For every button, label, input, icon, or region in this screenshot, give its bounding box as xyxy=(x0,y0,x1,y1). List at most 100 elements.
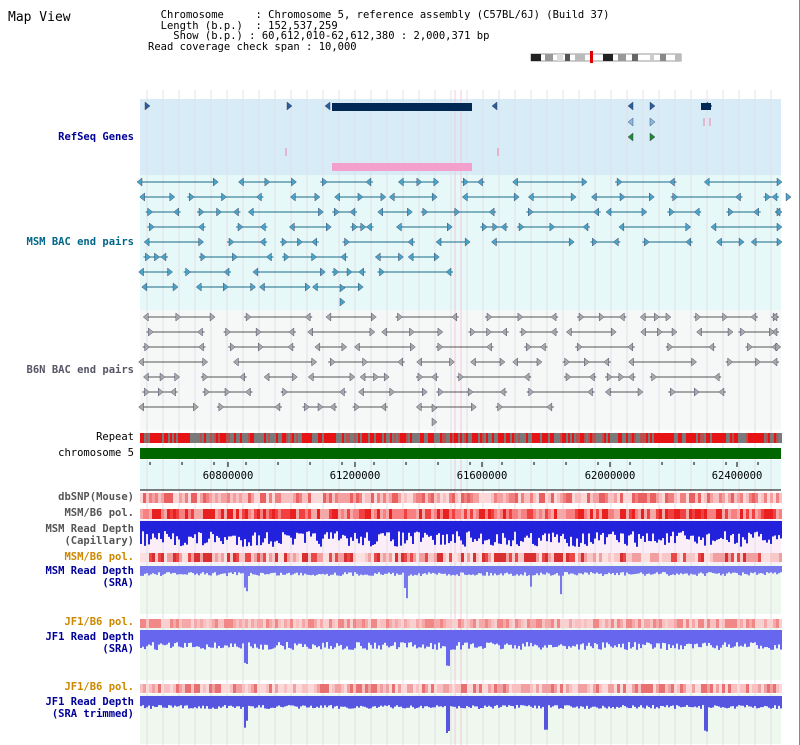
msm-bac-label[interactable]: MSM BAC end pairs xyxy=(26,236,134,248)
jf1-pol2-cell xyxy=(446,684,449,693)
msm-pol2-cell xyxy=(410,553,413,562)
msm-cap-depth-bar xyxy=(564,521,566,540)
jf1-trimmed-depth-bar xyxy=(232,696,234,707)
msm-cap-depth-bar xyxy=(160,521,162,539)
jf1-trimmed-depth-bar xyxy=(426,696,428,707)
jf1-trimmed-depth-bar xyxy=(500,696,502,707)
jf1-depth-bar xyxy=(614,630,616,646)
msm-sra-depth-bar xyxy=(594,566,596,574)
dbsnp-cell xyxy=(626,493,629,503)
msm-pol2-cell xyxy=(512,553,515,562)
msm-cap-depth-bar xyxy=(172,521,174,534)
dbsnp-cell xyxy=(344,493,347,503)
msm-pol2-cell xyxy=(509,553,512,562)
jf1-depth-bar xyxy=(172,630,174,647)
axis-tick-label: 61200000 xyxy=(330,470,381,482)
jf1-trimmed-depth-bar xyxy=(556,696,558,706)
jf1-trimmed-depth-bar xyxy=(440,696,442,707)
msm-bac-end xyxy=(173,207,179,217)
jf1-pol-cell xyxy=(617,619,620,628)
repeat-segment xyxy=(488,433,490,443)
msm-cap-depth-bar xyxy=(674,521,676,544)
jf1-depth-bar xyxy=(170,630,172,648)
jf1-depth-bar xyxy=(764,630,766,648)
msm-sra-depth-bar xyxy=(358,566,360,576)
jf1-trimmed-depth-bar xyxy=(742,696,744,706)
jf1-trimmed-depth-bar xyxy=(704,696,706,731)
dbsnp-cell xyxy=(203,493,206,503)
jf1-pol-cell xyxy=(437,619,440,628)
b6n-bac-end xyxy=(437,327,444,337)
jf1-depth-bar xyxy=(584,630,586,650)
jf1-depth-bar xyxy=(442,630,444,647)
msm-cap-depth-bar xyxy=(452,521,454,535)
b6n-bac-label[interactable]: B6N BAC end pairs xyxy=(26,364,134,376)
jf1-pol-cell xyxy=(611,619,614,628)
msm-pol2-cell xyxy=(479,553,482,562)
jf1-pol-cell xyxy=(653,619,656,628)
jf1-pol2-cell xyxy=(560,684,563,693)
repeat-segment xyxy=(566,433,568,443)
jf1-depth-bar xyxy=(336,630,338,644)
msm-cap-depth-bar xyxy=(320,521,322,547)
msm-pol-cell xyxy=(440,509,443,519)
msm-bac-end xyxy=(339,297,346,307)
msm-sra-depth-bar xyxy=(332,566,334,575)
dbsnp-cell xyxy=(512,493,515,503)
dbsnp-cell xyxy=(695,493,698,503)
msm-sra-depth-bar xyxy=(330,566,332,575)
msm-sra-depth-bar xyxy=(536,566,538,574)
repeat-segment xyxy=(560,433,562,443)
dbsnp-cell xyxy=(290,493,293,503)
repeat-segment xyxy=(628,433,630,443)
dbsnp-cell xyxy=(425,493,428,503)
msm-pol-cell xyxy=(761,509,764,519)
jf1-trimmed-depth-bar xyxy=(552,696,554,707)
jf1-depth-bar xyxy=(220,630,222,649)
jf1-pol-cell xyxy=(377,619,380,628)
b6n-bac-end xyxy=(671,327,678,337)
msm-cap-depth-bar xyxy=(156,521,158,540)
jf1-depth-bar xyxy=(418,630,420,648)
axis-tick-label: 60800000 xyxy=(203,470,254,482)
refseq-genes-label[interactable]: RefSeq Genes xyxy=(58,131,134,143)
jf1-depth-bar xyxy=(378,630,380,646)
dbsnp-cell xyxy=(341,493,344,503)
jf1-pol-cell xyxy=(770,619,773,628)
msm-sra-depth-bar xyxy=(170,566,172,574)
dbsnp-cell xyxy=(383,493,386,503)
msm-bac-end xyxy=(139,192,145,202)
msm-bac-end xyxy=(250,282,256,292)
repeat-segment xyxy=(178,433,180,443)
msm-sra-depth-bar xyxy=(292,566,294,575)
b6n-bac-end xyxy=(578,312,585,322)
jf1-trimmed-depth-bar xyxy=(184,696,186,706)
jf1-pol2-cell xyxy=(725,684,728,693)
jf1-trimmed-depth-bar xyxy=(650,696,652,709)
msm-pol2-cell xyxy=(380,553,383,562)
jf1-depth-bar xyxy=(670,630,672,649)
jf1-pol-cell xyxy=(485,619,488,628)
msm-bac-end xyxy=(570,192,577,202)
msm-cap-depth-bar xyxy=(696,521,698,544)
jf1-pol-cell xyxy=(293,619,296,628)
msm-pol2-cell xyxy=(398,553,401,562)
jf1-depth-bar xyxy=(668,630,670,645)
msm-sra-depth-bar xyxy=(768,566,770,574)
jf1-pol-cell xyxy=(281,619,284,628)
msm-cap-depth-bar xyxy=(234,521,236,536)
msm-pol2-cell xyxy=(590,553,593,562)
jf1-depth-bar xyxy=(186,630,188,647)
dbsnp-cell xyxy=(281,493,284,503)
msm-sra-depth-bar xyxy=(306,566,308,575)
b6n-bac-end xyxy=(224,387,231,397)
msm-pol2-cell xyxy=(503,553,506,562)
jf1-pol-cell xyxy=(458,619,461,628)
repeat-segment xyxy=(434,433,436,443)
jf1-depth-bar xyxy=(490,630,492,643)
jf1-pol2-cell xyxy=(227,684,230,693)
b6n-bac-end xyxy=(747,342,753,352)
jf1-depth-bar xyxy=(458,630,460,643)
msm-pol-cell xyxy=(608,509,611,519)
